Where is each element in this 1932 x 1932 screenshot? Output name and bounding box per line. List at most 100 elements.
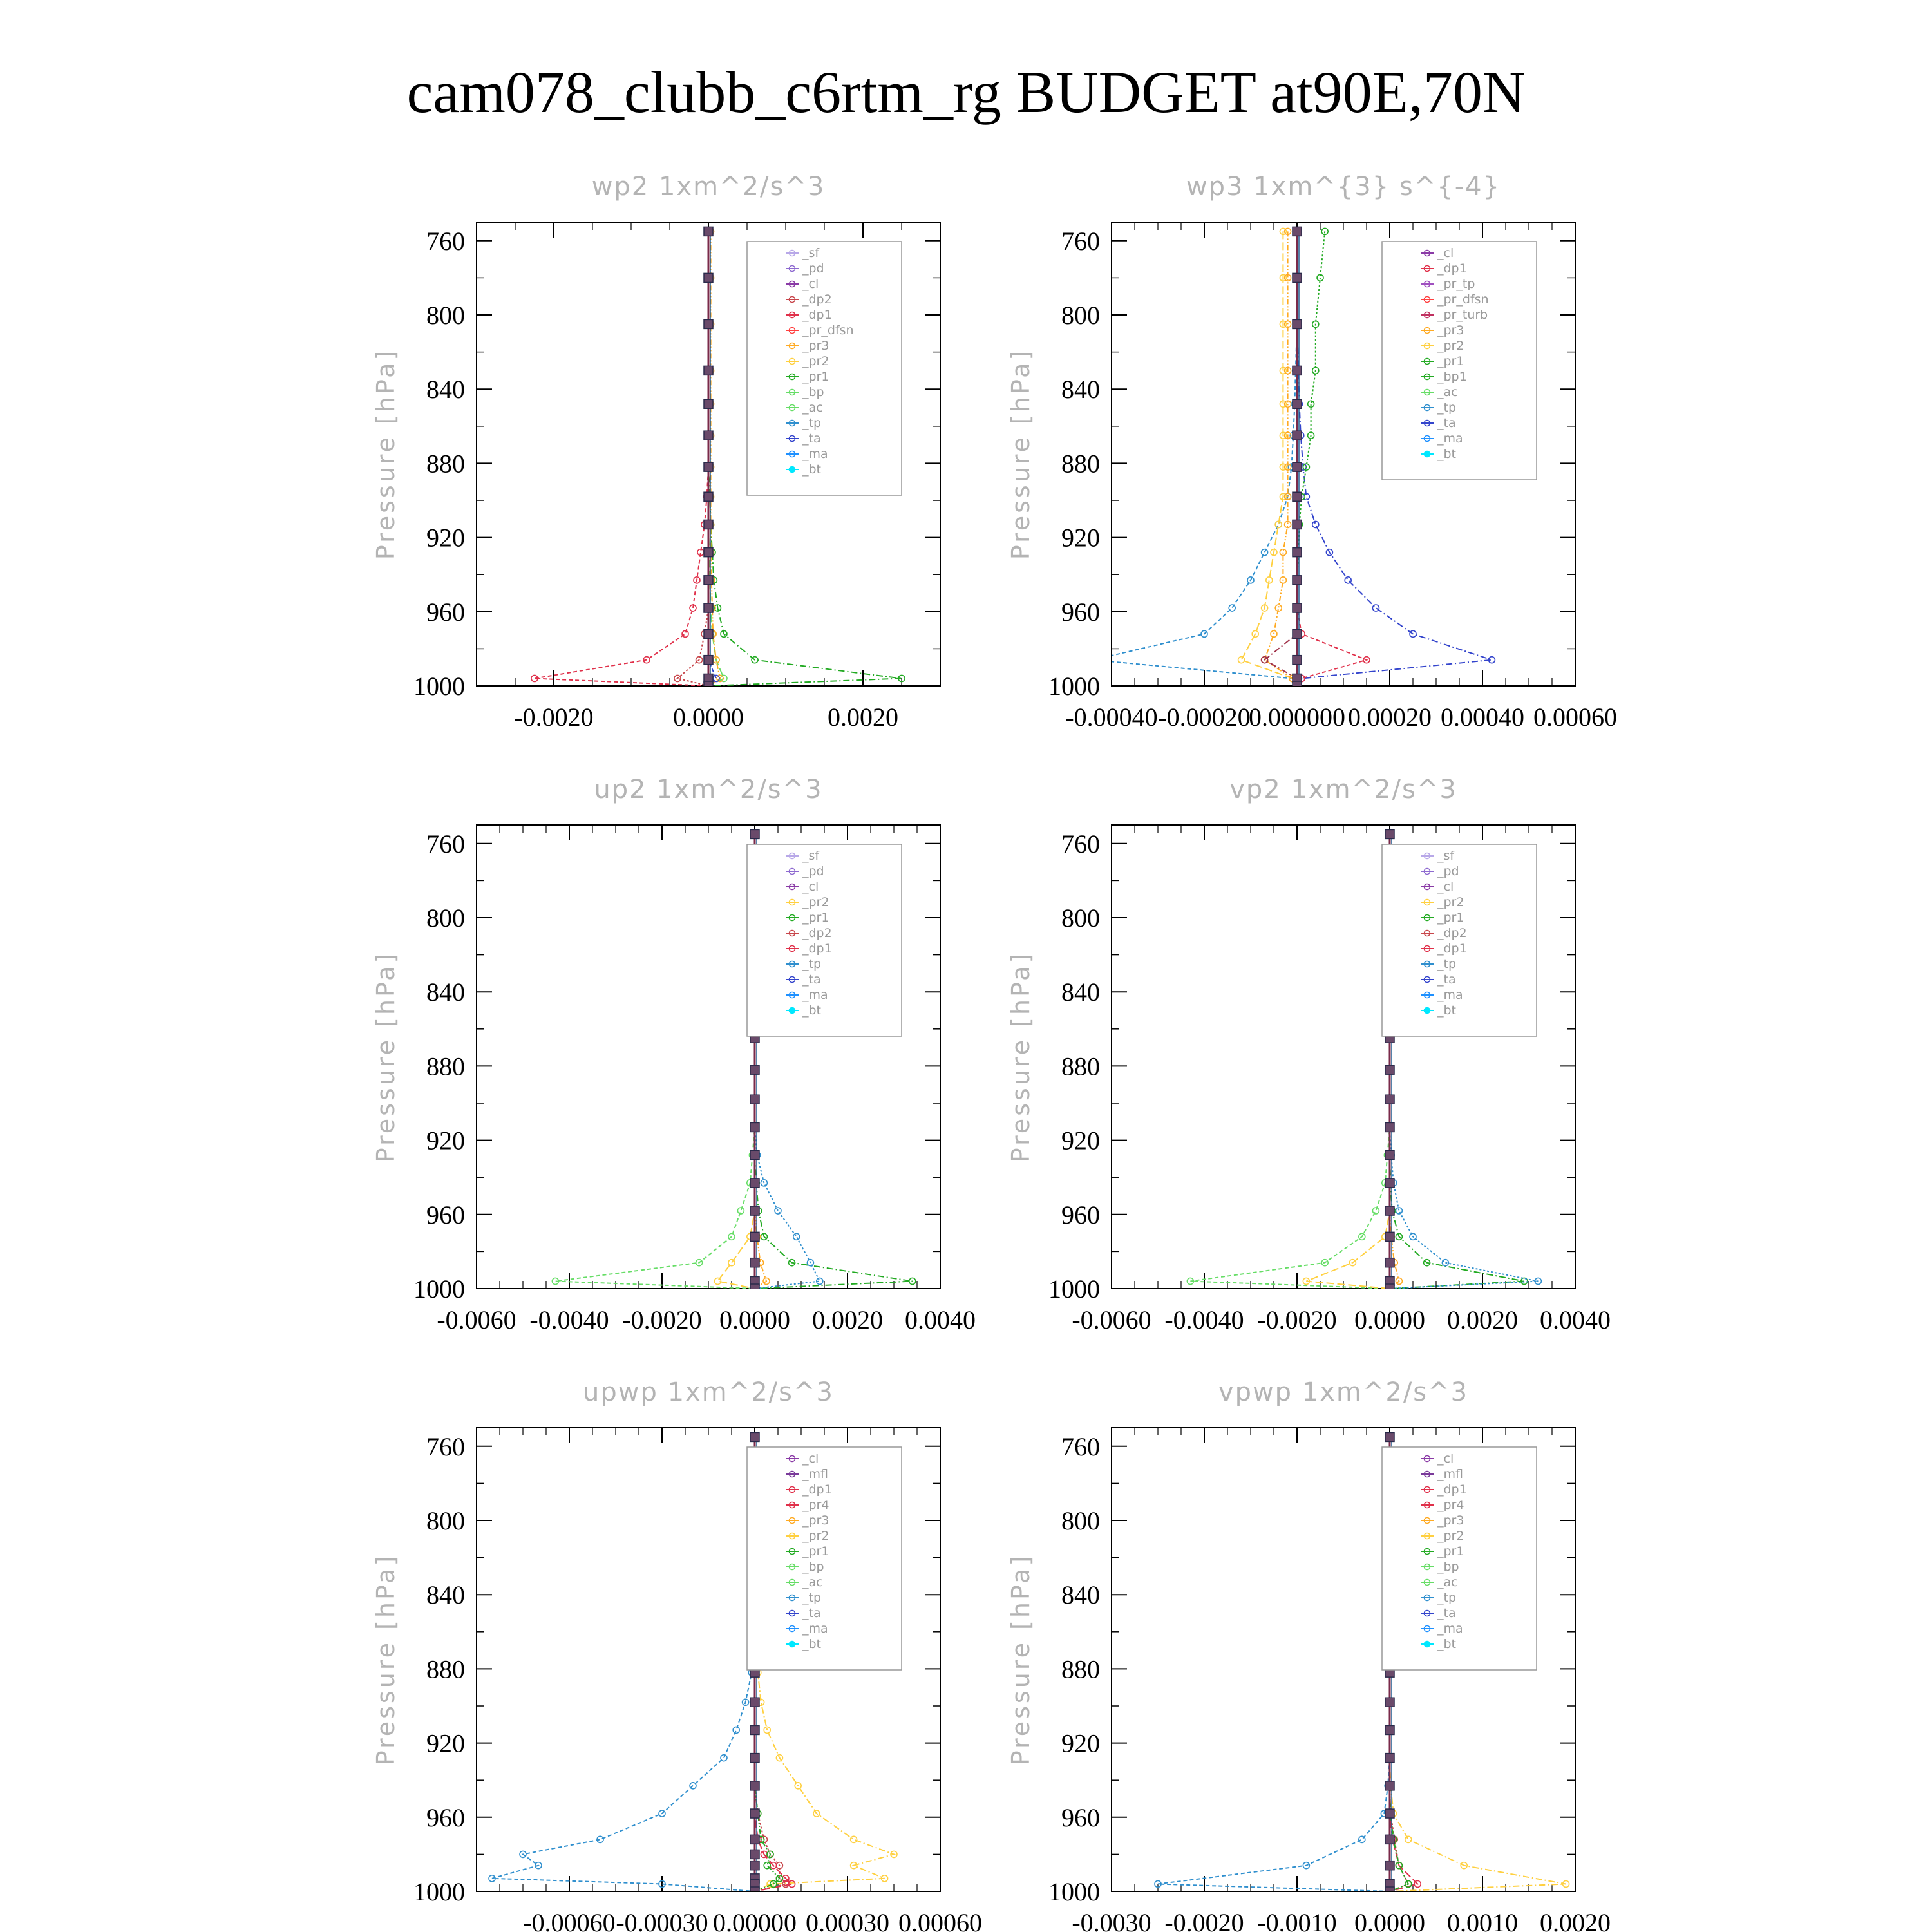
legend-label: _bt <box>1437 447 1456 461</box>
zero-marker <box>703 399 714 409</box>
y-axis-label: Pressure [hPa] <box>1007 348 1035 560</box>
data-point <box>1363 656 1370 664</box>
legend-box <box>1381 1446 1537 1671</box>
legend-label: _pr4 <box>802 1498 829 1512</box>
legend-box <box>746 844 902 1037</box>
legend-marker <box>788 1609 796 1617</box>
legend-label: _ma <box>1437 988 1463 1002</box>
legend-marker <box>1423 1532 1431 1540</box>
legend-marker <box>1423 1007 1431 1014</box>
data-point <box>674 674 681 683</box>
legend-label: _bt <box>802 1003 821 1018</box>
legend-marker <box>1423 929 1431 937</box>
zero-marker <box>750 1808 760 1819</box>
data-point <box>1312 520 1320 529</box>
legend-marker <box>788 945 796 952</box>
zero-marker <box>1385 1150 1395 1160</box>
data-point <box>880 1875 889 1882</box>
data-point <box>760 1233 768 1241</box>
legend-marker <box>1423 867 1431 875</box>
data-point <box>1283 493 1292 501</box>
data-point <box>720 1754 728 1762</box>
panel-title: upwp 1xm^2/s^3 <box>583 1378 834 1407</box>
series-line-tp <box>491 1437 755 1891</box>
legend-marker <box>788 914 796 922</box>
data-point <box>716 674 724 683</box>
legend-label: _ta <box>802 431 821 446</box>
x-tick-label: 0.0010 <box>1447 1908 1518 1932</box>
legend-marker <box>1423 1563 1431 1571</box>
data-point <box>1154 1880 1162 1888</box>
zero-marker <box>703 654 714 665</box>
y-tick-label: 880 <box>1061 449 1100 478</box>
data-point <box>1274 520 1282 529</box>
legend-marker <box>788 265 796 272</box>
zero-marker <box>750 1432 760 1443</box>
zero-marker <box>750 1283 760 1289</box>
y-tick-label: 960 <box>1061 1200 1100 1229</box>
legend-marker <box>1423 991 1431 999</box>
y-tick-label: 840 <box>426 1580 465 1609</box>
legend-label: _ac <box>802 401 823 415</box>
data-point <box>1302 493 1311 501</box>
panel-1: wp2 1xm^2/s^3 Pressure [hPa] 760 800 840 880 9… <box>372 172 941 732</box>
legend-label: _ma <box>802 988 828 1002</box>
legend-label: _ta <box>802 972 821 987</box>
data-point <box>770 1880 777 1888</box>
zero-marker <box>1385 1834 1395 1845</box>
data-point <box>762 1277 770 1285</box>
y-axis-label: Pressure [hPa] <box>1007 1554 1035 1766</box>
y-tick-label: 920 <box>1061 1126 1100 1155</box>
zero-marker <box>1385 1725 1395 1736</box>
legend-marker <box>788 1532 796 1540</box>
series-line-pr3 <box>1264 231 1298 686</box>
legend: _sf_pd _cl_pr2 _pr1_dp2 _dp1_tp_ta_ma_bt <box>1381 844 1537 1037</box>
data-point <box>1279 274 1287 282</box>
data-point <box>898 674 905 683</box>
data-point <box>1321 227 1329 236</box>
series-line-tp <box>1112 231 1298 686</box>
legend-marker <box>788 976 796 983</box>
y-tick-label: 1000 <box>1048 1274 1100 1303</box>
data-point <box>1372 604 1380 612</box>
data-point <box>693 576 701 584</box>
data-point <box>1260 548 1269 556</box>
data-point <box>737 1207 745 1215</box>
legend-marker <box>1423 1455 1431 1463</box>
legend-marker <box>788 249 796 257</box>
legend-label: _bp <box>1437 1560 1459 1574</box>
zero-marker <box>750 1834 760 1845</box>
legend-marker <box>1423 945 1431 952</box>
data-point <box>1302 1277 1311 1285</box>
legend-label: _ma <box>802 1622 828 1636</box>
data-point <box>766 1880 774 1888</box>
y-tick-label: 920 <box>426 524 465 553</box>
legend-marker <box>788 357 796 365</box>
zero-marker <box>1385 1752 1395 1763</box>
legend-marker <box>788 1455 796 1463</box>
x-tick-label: 0.0020 <box>812 1305 883 1334</box>
y-tick-label: 960 <box>1061 598 1100 627</box>
legend-label: _dp2 <box>802 292 832 307</box>
legend-label: _tp <box>1437 957 1456 971</box>
y-tick-label: 840 <box>1061 1580 1100 1609</box>
y-tick-label: 840 <box>426 375 465 404</box>
zero-marker <box>1292 629 1302 639</box>
x-tick-label: -0.0060 <box>1072 1305 1151 1334</box>
legend-marker <box>788 1625 796 1633</box>
legend-marker <box>788 1501 796 1509</box>
legend-label: _ma <box>1437 431 1463 446</box>
legend-label: _pr1 <box>1437 354 1464 368</box>
zero-marker <box>750 1231 760 1242</box>
legend-marker <box>1423 976 1431 983</box>
data-point <box>849 1861 858 1870</box>
legend-marker <box>788 852 796 860</box>
legend-label: _pr1 <box>1437 911 1464 925</box>
legend-marker <box>788 1548 796 1555</box>
zero-marker <box>750 1178 760 1188</box>
legend-marker <box>1423 1517 1431 1524</box>
data-point <box>1405 1835 1412 1844</box>
zero-marker <box>750 1860 760 1871</box>
data-point <box>1325 548 1334 556</box>
data-point <box>714 604 722 612</box>
